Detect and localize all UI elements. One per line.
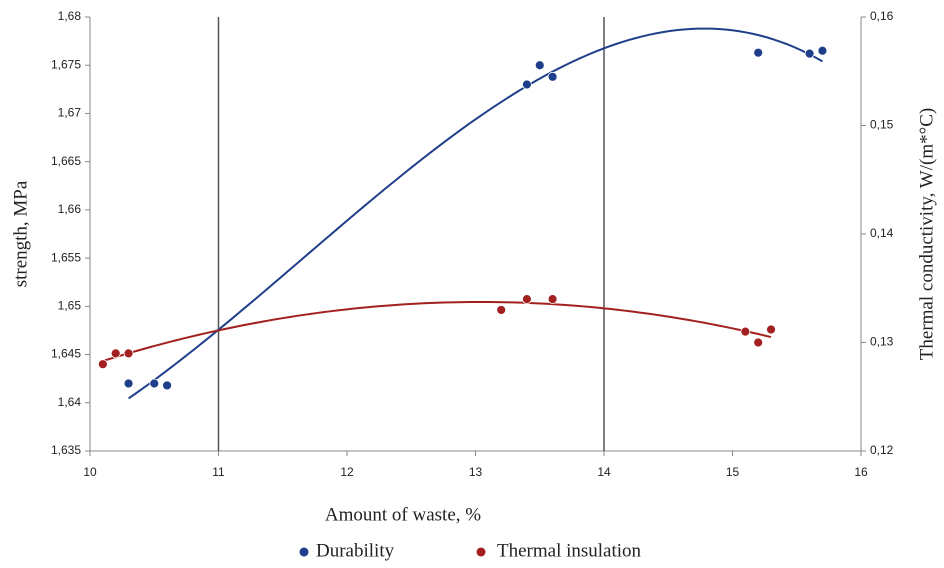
y-tick-label: 1,645 — [51, 347, 81, 361]
legend-marker — [299, 547, 309, 557]
y-tick-label: 1,655 — [51, 250, 81, 264]
point — [123, 378, 134, 389]
y-tick-label: 1,635 — [51, 443, 81, 457]
y-tick-label: 1,64 — [58, 395, 82, 409]
trend-line — [102, 300, 772, 362]
point — [753, 337, 764, 348]
point — [766, 324, 776, 335]
x-tick-label: 10 — [83, 465, 97, 479]
point — [110, 348, 121, 359]
point — [522, 79, 532, 90]
trend-line — [127, 27, 823, 400]
y2-tick-label: 0,14 — [870, 226, 894, 240]
point — [547, 71, 558, 82]
y-tick-label: 1,67 — [58, 106, 82, 120]
y-tick-label: 1,68 — [58, 9, 82, 23]
legend-label: Thermal insulation — [497, 540, 642, 561]
y-tick-label: 1,65 — [58, 299, 82, 313]
point — [522, 294, 532, 305]
x-tick-label: 13 — [469, 465, 483, 479]
legend-label: Durability — [316, 540, 395, 561]
point — [740, 326, 751, 337]
point — [753, 47, 764, 58]
y2-tick-label: 0,16 — [870, 9, 894, 23]
x-tick-label: 12 — [340, 465, 354, 479]
x-tick-label: 15 — [726, 465, 740, 479]
x-axis-label: Amount of waste, % — [325, 504, 481, 525]
point — [162, 380, 173, 391]
point — [149, 378, 160, 389]
point — [547, 294, 558, 305]
x-tick-label: 14 — [597, 465, 611, 479]
y2-tick-label: 0,13 — [870, 335, 894, 349]
point — [97, 359, 108, 370]
y-tick-label: 1,665 — [51, 154, 81, 168]
point — [496, 305, 507, 315]
legend-marker — [476, 547, 486, 557]
y-tick-label: 1,675 — [51, 57, 81, 71]
y-axis-label: strength, MPa — [10, 180, 31, 287]
point — [817, 45, 828, 56]
y2-axis-label: Thermal conductivity, W/(m*°C) — [916, 108, 937, 360]
x-tick-label: 16 — [854, 465, 868, 479]
y2-tick-label: 0,12 — [870, 443, 894, 457]
x-tick-label: 11 — [212, 465, 225, 479]
point — [123, 348, 134, 359]
point — [534, 60, 545, 71]
point — [804, 48, 815, 59]
y-tick-label: 1,66 — [58, 202, 82, 216]
y2-tick-label: 0,15 — [870, 118, 894, 132]
